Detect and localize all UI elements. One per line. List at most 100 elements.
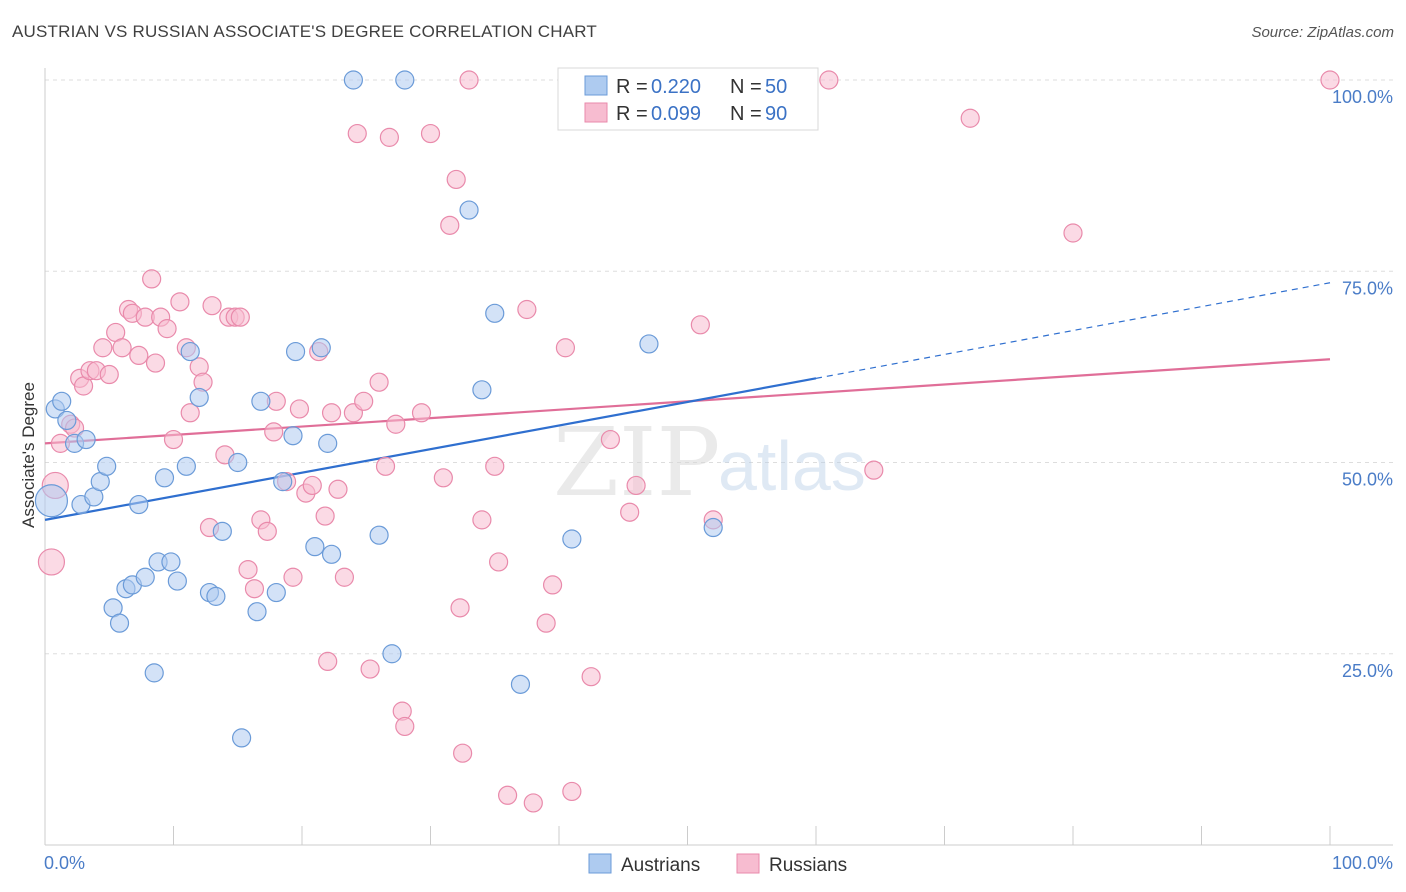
russians-point <box>690 315 710 335</box>
austrians-point <box>76 429 96 450</box>
austrians-point <box>247 602 267 622</box>
russians-point <box>1320 70 1340 90</box>
russians-point <box>375 456 396 476</box>
russians-point <box>536 613 556 633</box>
austrians-point <box>311 338 331 358</box>
austrians-point <box>97 456 117 476</box>
russians-point <box>960 108 980 128</box>
austrians-point <box>34 484 69 518</box>
russians-point <box>489 552 509 572</box>
austrians-point <box>703 517 723 538</box>
russians-point <box>369 372 389 392</box>
austrians-point <box>189 387 209 408</box>
bottom-swatch-austrians <box>588 853 612 874</box>
russians-point <box>112 338 132 358</box>
russians-point <box>180 403 200 423</box>
russians-point <box>321 403 342 423</box>
bottom-legend-russians: Russians <box>769 855 847 876</box>
legend-austrians-r-value: 0.220 <box>651 76 701 98</box>
austrians-point <box>109 613 130 633</box>
russians-point <box>433 468 453 488</box>
austrians-point <box>369 525 389 545</box>
watermark: ZIP atlas <box>553 408 866 518</box>
russians-point <box>450 598 470 618</box>
bottom-swatch-russians <box>736 853 760 874</box>
russians-point <box>581 667 601 687</box>
russians-point <box>37 548 66 576</box>
russians-point <box>244 579 265 599</box>
russians-point <box>555 338 576 358</box>
austrians-point <box>510 674 531 694</box>
grid-lines <box>45 79 1393 655</box>
russians-point <box>318 651 338 672</box>
austrians-point <box>459 200 479 220</box>
x-tick-label: 0.0% <box>44 853 85 873</box>
russians-point <box>93 338 113 358</box>
russians-point <box>459 70 479 90</box>
russians-point <box>328 479 348 499</box>
russians-point <box>411 403 432 423</box>
russians-point <box>163 429 184 450</box>
russians-point <box>170 292 190 312</box>
russians-point <box>230 307 250 327</box>
legend-russians-r-value: 0.099 <box>651 103 701 125</box>
russians-point <box>354 391 374 411</box>
russians-points <box>37 70 1340 813</box>
austrians-point <box>472 380 492 400</box>
russians-point <box>202 296 222 316</box>
legend-austrians-n-value: 50 <box>765 76 787 98</box>
legend-russians-n-label: N = <box>730 103 762 125</box>
austrians-points <box>34 70 723 748</box>
legend-russians-r-label: R = <box>616 103 648 125</box>
austrians-point <box>343 70 363 90</box>
russians-point <box>395 716 415 737</box>
austrians-point <box>135 567 155 587</box>
russians-point <box>238 559 258 580</box>
austrians-point <box>562 529 582 549</box>
austrians-point <box>305 537 325 557</box>
legend-austrians-n-label: N = <box>730 76 762 98</box>
russians-point <box>498 785 518 805</box>
austrians-point <box>395 70 415 90</box>
austrians-point <box>266 582 286 603</box>
austrians-point <box>283 426 303 446</box>
austrians-point <box>251 391 271 411</box>
legend-swatch-austrians <box>584 75 608 96</box>
austrians-point <box>167 571 187 591</box>
x-tick-label: 100.0% <box>1332 853 1393 873</box>
russians-point <box>446 169 466 190</box>
bottom-legend-austrians: Austrians <box>621 855 700 876</box>
y-tick-labels: 25.0% 50.0% 75.0% 100.0% <box>1332 87 1393 681</box>
austrians-point <box>129 494 149 515</box>
russians-point <box>386 414 406 434</box>
legend-swatch-russians <box>584 102 608 123</box>
austrians-point <box>144 663 164 683</box>
russians-point <box>347 123 367 144</box>
russians-point <box>485 456 505 476</box>
russians-point <box>1063 223 1083 243</box>
austrians-point <box>382 644 402 664</box>
legend-top: R = 0.220 N = 50 R = 0.099 N = 90 <box>557 67 819 131</box>
russians-point <box>864 460 884 480</box>
y-tick-label: 50.0% <box>1342 470 1393 490</box>
russians-point <box>315 506 335 526</box>
russians-point <box>283 567 303 587</box>
austrians-point <box>285 341 306 362</box>
legend-austrians-r-label: R = <box>616 76 648 98</box>
austrians-point <box>154 468 175 488</box>
russians-point <box>440 215 460 235</box>
austrians-point <box>321 544 342 564</box>
x-tick-labels: 0.0% 100.0% <box>44 853 1393 873</box>
legend-bottom: Austrians Russians <box>588 853 847 876</box>
russians-point <box>142 269 162 289</box>
watermark-atlas: atlas <box>718 427 866 505</box>
russians-point <box>620 502 640 522</box>
austrians-point <box>206 586 226 606</box>
austrians-point <box>212 521 232 541</box>
trend-lines <box>44 282 1331 521</box>
russians-point <box>379 127 399 147</box>
russians-point <box>99 364 119 385</box>
austrians-point <box>639 334 659 354</box>
austrians-point <box>57 410 77 431</box>
